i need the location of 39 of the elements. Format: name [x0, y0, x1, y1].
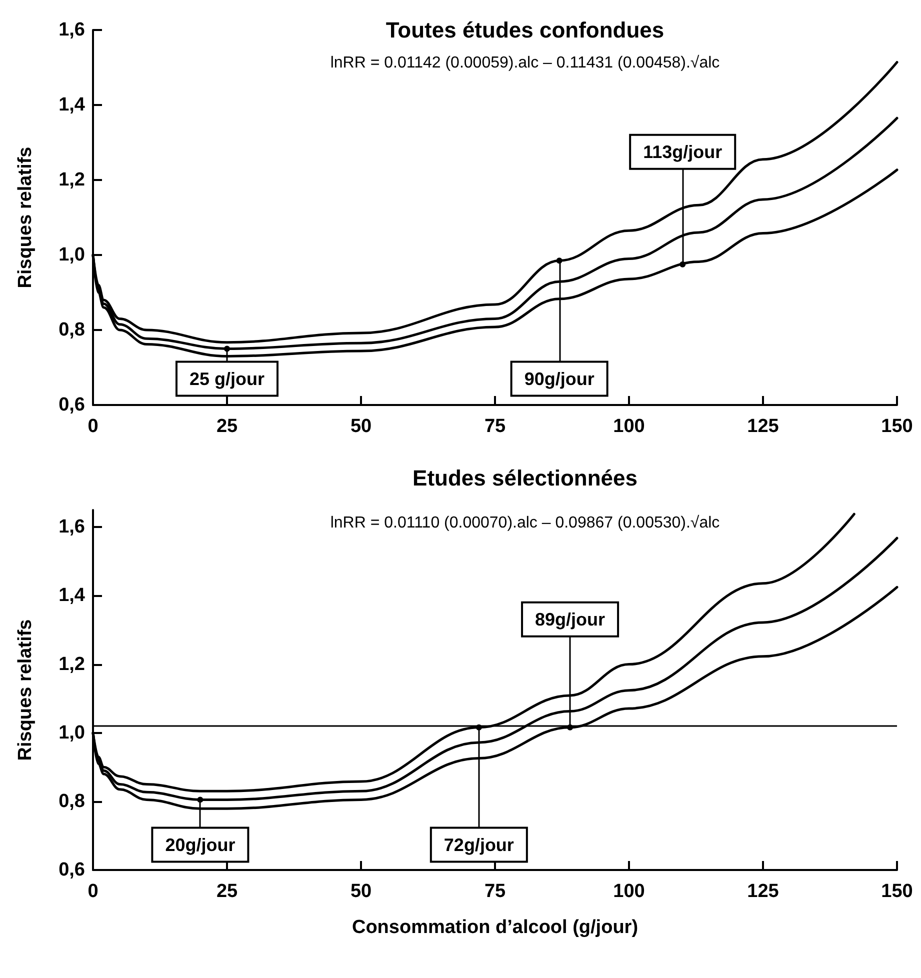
y-tick-label: 1,4 [58, 94, 86, 116]
x-tick-label: 50 [350, 416, 372, 437]
y-tick-label: 1,6 [58, 20, 85, 40]
chart-subtitle: lnRR = 0.01110 (0.00070).alc – 0.09867 (0.00530).√alc [330, 514, 720, 532]
text: lnRR = 0.01142 (0.00059).alc – 0.11431 (0.00458).√alc [330, 54, 720, 72]
x-axis-title: Consommation d’alcool (g/jour) [352, 917, 638, 938]
x-tick-label: 75 [484, 881, 506, 902]
x-tick-label: 75 [484, 416, 506, 437]
y-tick-label: 0,8 [58, 790, 85, 812]
x-tick-label: 0 [88, 881, 98, 902]
x-tick-label: 100 [613, 416, 645, 437]
x-tick-label: 125 [747, 881, 780, 902]
annotation: 72g/jour [444, 834, 514, 855]
chart-title: Etudes sélectionnées [412, 466, 638, 490]
y-tick-label: 0,6 [58, 394, 85, 416]
annotation: 20g/jour [165, 834, 236, 855]
x-tick-label: 0 [88, 416, 98, 437]
y-axis-title: Risques relatifs [15, 146, 36, 288]
x-tick-label: 25 [216, 881, 238, 902]
chart-title: Toutes études confondues [386, 18, 664, 42]
y-tick-label: 0,6 [58, 860, 85, 880]
x-tick-label: 125 [747, 416, 780, 437]
annotation: 25 g/jour [189, 368, 265, 389]
annotation: 89g/jour [535, 609, 606, 630]
annotation: 90g/jour [524, 368, 594, 389]
annotation: 113g/jour [643, 142, 722, 162]
y-tick-label: 1,0 [58, 722, 85, 744]
x-tick-label: 150 [881, 416, 913, 437]
y-tick-label: 1,2 [58, 654, 85, 675]
x-tick-label: 25 [216, 416, 238, 437]
x-tick-label: 50 [350, 881, 372, 902]
y-tick-label: 1,6 [58, 516, 85, 538]
x-tick-label: 100 [613, 881, 645, 902]
y-tick-label: 1,4 [58, 585, 86, 606]
x-tick-label: 150 [881, 881, 913, 902]
y-tick-label: 0,8 [58, 320, 85, 340]
y-tick-label: 1,0 [58, 244, 85, 266]
y-axis-title: Risques relatifs [15, 619, 36, 761]
y-tick-label: 1,2 [58, 170, 85, 190]
